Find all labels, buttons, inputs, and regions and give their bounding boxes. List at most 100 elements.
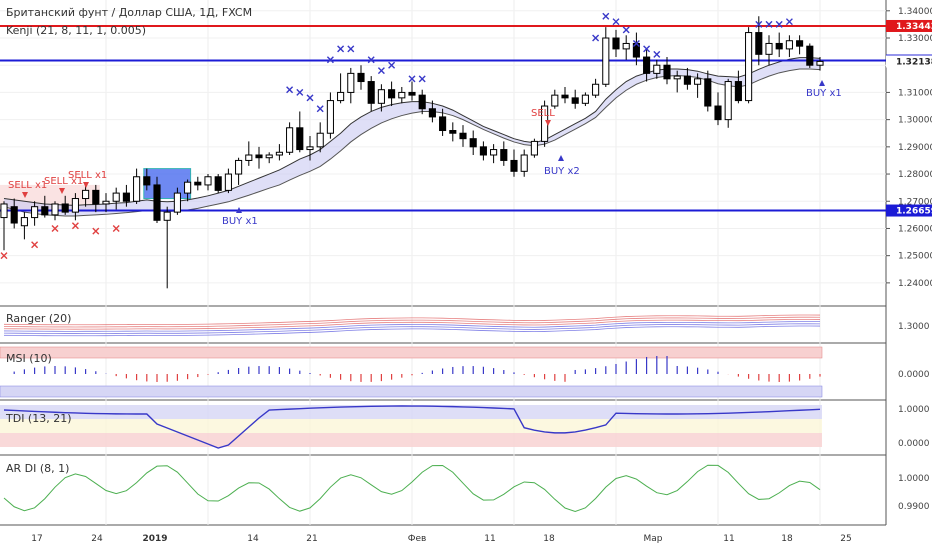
candle bbox=[622, 35, 630, 60]
time-tick-label: 14 bbox=[247, 534, 259, 544]
x-mark-stroke bbox=[592, 34, 600, 42]
candle bbox=[694, 73, 702, 98]
candle-body bbox=[357, 72, 365, 83]
x-mark bbox=[622, 26, 630, 34]
candle-body bbox=[184, 181, 192, 194]
candle-body bbox=[643, 56, 651, 74]
x-mark-stroke bbox=[71, 222, 79, 230]
candle bbox=[775, 32, 783, 58]
x-mark-stroke bbox=[31, 241, 39, 249]
candle-body bbox=[214, 176, 222, 191]
ranger-line bbox=[3, 323, 821, 334]
candle bbox=[51, 201, 59, 221]
candle bbox=[61, 195, 69, 215]
x-mark-stroke bbox=[388, 61, 396, 69]
price-label: 1.32138 bbox=[896, 57, 932, 67]
candle-body bbox=[367, 81, 375, 104]
candle-body bbox=[326, 100, 334, 134]
candle-body bbox=[602, 37, 610, 85]
x-mark bbox=[316, 105, 324, 113]
candle-body bbox=[122, 192, 130, 202]
price-tick-label: 1.26000 bbox=[898, 224, 932, 234]
sell-arrow-icon bbox=[545, 120, 551, 126]
sell-arrow-icon bbox=[59, 188, 65, 194]
candle-body bbox=[82, 189, 90, 200]
candle bbox=[428, 100, 436, 123]
msi-label: MSI (10) bbox=[6, 352, 52, 365]
time-tick-label: Мар bbox=[644, 534, 663, 544]
chart-title: Британский фунт / Доллар США, 1Д, FXCM bbox=[6, 6, 253, 19]
candle-body bbox=[224, 173, 232, 191]
candle bbox=[439, 108, 447, 136]
candle-body bbox=[41, 206, 49, 216]
pane-tick-label: 1.3000 bbox=[898, 322, 930, 332]
candle bbox=[673, 70, 681, 93]
time-axis: 17 24 2019 14 21 Фев 11 18 Мар 11 18 25 bbox=[31, 534, 851, 544]
sell-label: SELL x1 bbox=[8, 180, 47, 191]
x-mark bbox=[71, 222, 79, 230]
candle-body bbox=[449, 130, 457, 134]
x-mark-stroke bbox=[377, 67, 385, 75]
time-tick-label: 17 bbox=[31, 534, 42, 544]
candle-body bbox=[204, 176, 212, 186]
candle-body bbox=[143, 176, 151, 186]
candle-body bbox=[673, 75, 681, 80]
x-mark bbox=[326, 56, 334, 64]
candle bbox=[194, 176, 202, 191]
candle-body bbox=[490, 149, 498, 156]
time-tick-label: 21 bbox=[306, 534, 317, 544]
x-mark-stroke bbox=[286, 86, 294, 94]
candle bbox=[510, 149, 518, 177]
candle-body bbox=[388, 89, 396, 99]
x-mark bbox=[418, 75, 426, 83]
candle bbox=[551, 89, 559, 109]
x-mark-stroke bbox=[296, 88, 304, 96]
candle-body bbox=[163, 211, 171, 221]
candle bbox=[184, 179, 192, 202]
candle-body bbox=[734, 81, 742, 102]
candle-body bbox=[286, 127, 294, 153]
time-tick-label: 11 bbox=[723, 534, 734, 544]
x-mark bbox=[296, 88, 304, 96]
pane-tick-label: 1.0000 bbox=[898, 474, 930, 484]
x-mark-stroke bbox=[0, 252, 8, 260]
candle bbox=[561, 86, 569, 104]
candle-body bbox=[775, 42, 783, 50]
candle bbox=[41, 195, 49, 218]
candle-body bbox=[398, 91, 406, 99]
time-tick-label: 11 bbox=[484, 534, 495, 544]
candle-body bbox=[561, 94, 569, 99]
candle bbox=[102, 193, 110, 213]
price-tick-label: 1.33000 bbox=[898, 34, 932, 44]
candle bbox=[143, 168, 151, 191]
candle-body bbox=[704, 78, 712, 107]
candle-body bbox=[622, 42, 630, 50]
candle bbox=[469, 130, 477, 155]
candle-body bbox=[337, 91, 345, 102]
x-mark bbox=[337, 45, 345, 53]
candle-body bbox=[194, 181, 202, 186]
msi-bottom-zone bbox=[0, 385, 823, 398]
candle-body bbox=[255, 154, 263, 159]
buy-label: BUY x1 bbox=[806, 88, 842, 99]
candle bbox=[357, 65, 365, 90]
x-mark-stroke bbox=[316, 105, 324, 113]
candle-body bbox=[816, 60, 824, 66]
sell-label: SELL x1 bbox=[68, 170, 107, 181]
candle bbox=[275, 144, 283, 161]
sell-label: SELL bbox=[531, 108, 555, 119]
candle bbox=[581, 92, 589, 107]
x-mark bbox=[0, 252, 8, 260]
candle-body bbox=[592, 83, 600, 96]
indicator-label: Kenji (21, 8, 11, 1, 0.005) bbox=[6, 24, 147, 37]
pane-tick-label: 0.0000 bbox=[898, 370, 930, 380]
x-mark bbox=[408, 75, 416, 83]
buy-arrow-icon bbox=[558, 155, 564, 161]
time-tick-label: 2019 bbox=[142, 534, 167, 544]
price-tick-label: 1.30000 bbox=[898, 116, 932, 126]
price-label-box bbox=[886, 19, 932, 32]
candle bbox=[71, 193, 79, 221]
candle-body bbox=[316, 132, 324, 148]
candle-body bbox=[10, 206, 18, 224]
